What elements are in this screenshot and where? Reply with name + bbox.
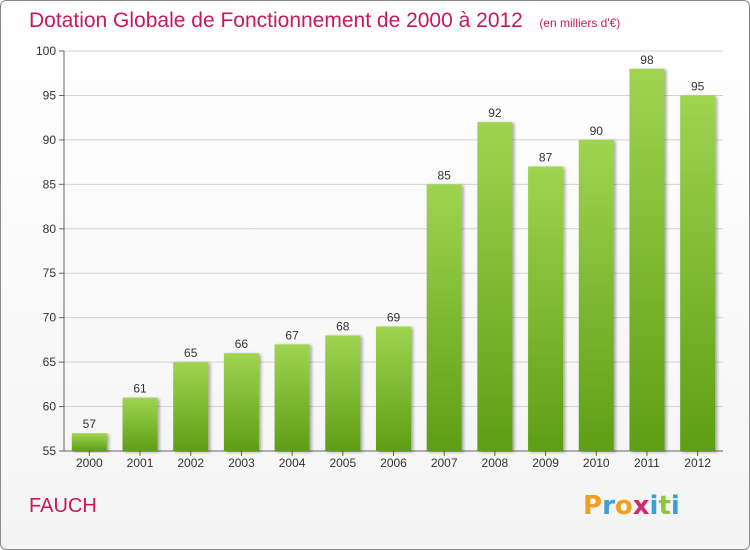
logo-letter: i: [670, 491, 680, 521]
x-tick-label: 2007: [431, 456, 458, 470]
y-tick-label: 60: [43, 400, 57, 414]
bar: [325, 335, 361, 451]
bar-value-label: 61: [133, 382, 147, 396]
bar: [173, 362, 209, 451]
bar-value-label: 68: [336, 319, 350, 333]
bar: [122, 397, 158, 451]
bar: [71, 433, 107, 451]
bar-value-label: 90: [590, 124, 604, 138]
bar-value-label: 65: [184, 346, 198, 360]
bar-value-label: 85: [438, 168, 452, 182]
x-tick-label: 2012: [684, 456, 711, 470]
y-tick-label: 55: [43, 444, 57, 458]
bar: [376, 326, 411, 451]
chart-title: Dotation Globale de Fonctionnement de 20…: [29, 9, 523, 32]
y-tick-label: 100: [36, 44, 56, 58]
x-tick-label: 2001: [127, 456, 154, 470]
y-tick-label: 80: [43, 222, 57, 236]
bar-value-label: 57: [83, 417, 97, 431]
y-tick-label: 85: [43, 177, 57, 191]
title-row: Dotation Globale de Fonctionnement de 20…: [29, 9, 620, 33]
x-tick-label: 2002: [177, 456, 204, 470]
y-tick-label: 75: [43, 266, 57, 280]
bar: [528, 166, 564, 452]
label-layer: 57 61 65 66 67 68 69 85 92 87 90 98 95: [83, 53, 705, 431]
logo-letter: r: [602, 491, 615, 521]
bar-value-label: 69: [387, 311, 401, 325]
commune-name: FAUCH: [29, 495, 97, 517]
logo-letter: t: [658, 491, 671, 521]
logo-letter: P: [583, 491, 603, 521]
x-tick-label: 2004: [279, 456, 306, 470]
bar-layer: [71, 68, 716, 452]
logo-letter: i: [649, 491, 659, 521]
x-tick-label: 2010: [583, 456, 610, 470]
bar-value-label: 92: [488, 106, 502, 120]
chart-subtitle: (en milliers d'€): [539, 16, 621, 30]
bar: [223, 353, 259, 451]
bar: [426, 184, 462, 452]
bar: [629, 68, 665, 452]
bar-value-label: 87: [539, 151, 553, 165]
bar-value-label: 67: [285, 328, 299, 342]
y-tick-label: 70: [43, 311, 57, 325]
x-tick-label: 2003: [228, 456, 255, 470]
bar: [477, 122, 513, 451]
logo-letter: o: [614, 491, 633, 521]
x-tick-label: 2005: [329, 456, 356, 470]
x-tick-label: 2009: [532, 456, 559, 470]
logo-letter: x: [632, 491, 650, 521]
x-tick-label: 2011: [634, 456, 660, 470]
x-tick-label: 2008: [482, 456, 509, 470]
y-tick-label: 90: [43, 133, 57, 147]
bar: [274, 344, 310, 451]
bar-value-label: 98: [640, 53, 654, 67]
bar: [578, 139, 614, 451]
proxiti-logo: Proxiti: [583, 491, 680, 521]
bar-value-label: 66: [235, 337, 249, 351]
y-tick-label: 95: [43, 88, 57, 102]
bar-value-label: 95: [691, 79, 705, 93]
bar: [680, 95, 716, 451]
x-tick-label: 2000: [76, 456, 103, 470]
y-tick-label: 65: [43, 355, 57, 369]
x-tick-label: 2006: [380, 456, 407, 470]
